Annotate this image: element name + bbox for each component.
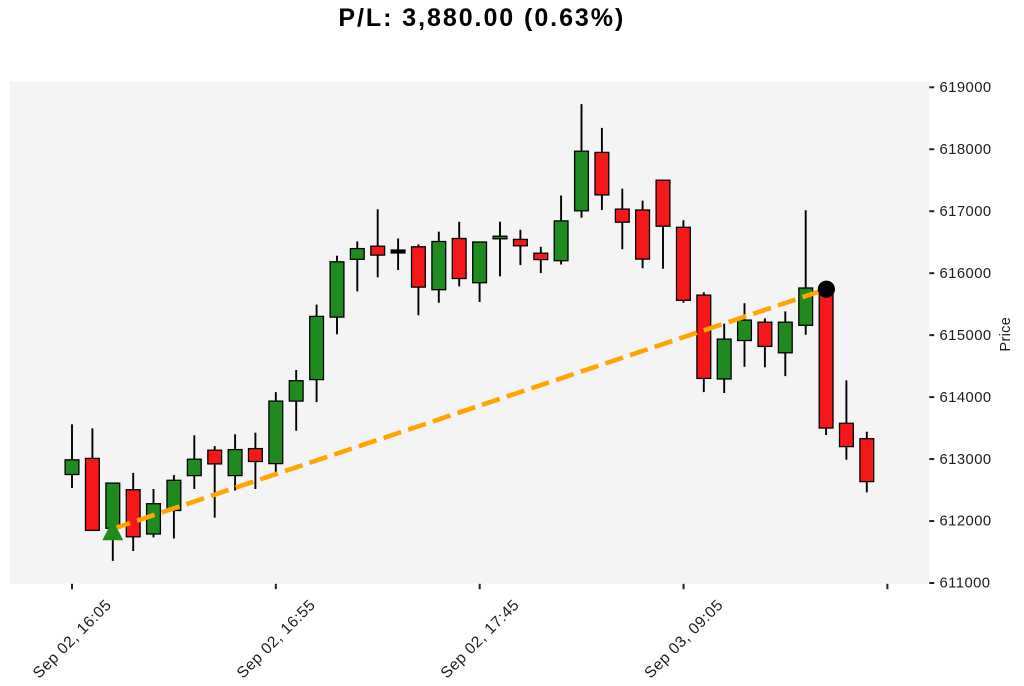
svg-text:617000: 617000 [940, 204, 992, 220]
svg-text:611000: 611000 [940, 576, 991, 592]
svg-text:619000: 619000 [940, 80, 992, 96]
svg-text:614000: 614000 [940, 390, 992, 406]
svg-text:Price: Price [998, 317, 1014, 352]
svg-text:P/L: 3,880.00 (0.63%): P/L: 3,880.00 (0.63%) [338, 4, 625, 32]
svg-text:618000: 618000 [940, 142, 992, 158]
svg-text:612000: 612000 [940, 514, 992, 530]
svg-text:613000: 613000 [940, 452, 992, 468]
svg-text:616000: 616000 [940, 266, 992, 282]
svg-text:615000: 615000 [940, 328, 992, 344]
